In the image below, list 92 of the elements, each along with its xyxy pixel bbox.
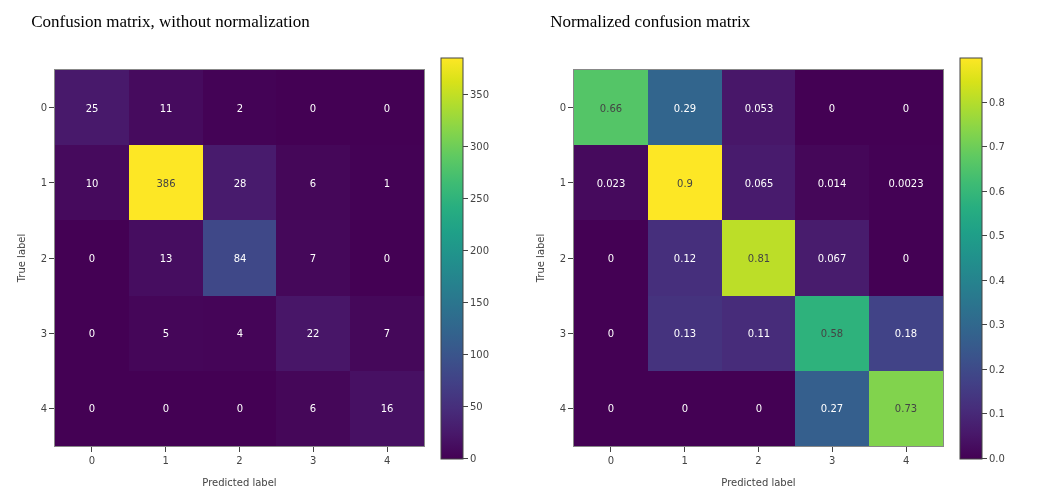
y-tick-label: 4: [559, 402, 566, 414]
data-label: 0: [755, 402, 763, 414]
y-tick-label: 0: [559, 102, 566, 114]
color-bar-label: 0.2: [989, 363, 1005, 375]
color-bar-label: 0.0: [989, 453, 1005, 464]
data-label: 0: [309, 102, 317, 114]
data-label: 0.0023: [888, 177, 924, 189]
data-label: 0: [162, 402, 170, 414]
y-tick-label: 3: [40, 327, 47, 339]
data-label: 0: [607, 402, 615, 414]
data-label: 0.9: [677, 177, 693, 189]
data-label: 0.73: [894, 402, 918, 414]
y-tick-label: 2: [559, 252, 566, 264]
data-label: 1: [383, 177, 391, 189]
x-tick-label: 0: [607, 455, 615, 466]
data-label: 0: [88, 252, 96, 264]
data-label: 0: [902, 102, 910, 114]
color-bar-label: 0.5: [989, 230, 1005, 242]
data-label: 22: [306, 327, 320, 339]
color-bar-label: 50: [470, 401, 483, 413]
data-label: 5: [162, 327, 170, 339]
data-label: 0: [828, 102, 836, 114]
data-label: 0: [88, 327, 96, 339]
x-tick-label: 2: [755, 455, 762, 466]
data-label: 4: [236, 327, 244, 339]
x-axis-title: Predicted label: [721, 477, 796, 488]
data-label: 0.27: [820, 402, 844, 414]
color-bar-label: 0.6: [989, 185, 1005, 197]
color-bar-label: 0.4: [989, 274, 1005, 286]
color-bar-label: 0.1: [989, 408, 1005, 420]
color-bar-label: 350: [470, 89, 490, 101]
data-label: 2: [236, 102, 244, 114]
data-label: 10: [85, 177, 99, 189]
y-tick-label: 0: [40, 102, 47, 114]
color-bar-label: 300: [470, 141, 490, 153]
data-label: 11: [159, 102, 173, 114]
data-label: 84: [233, 252, 247, 264]
x-tick-label: 1: [162, 455, 169, 466]
color-bar-label: 0.8: [989, 96, 1005, 108]
x-axis-title: Predicted label: [202, 477, 277, 488]
y-tick-label: 1: [559, 177, 566, 189]
color-bar-label: 0.7: [989, 141, 1005, 153]
y-tick-label: 4: [40, 402, 47, 414]
data-label: 0: [902, 252, 910, 264]
x-tick-label: 0: [88, 455, 96, 466]
data-label: 7: [383, 327, 391, 339]
x-tick-label: 3: [310, 455, 317, 466]
data-label: 16: [380, 402, 394, 414]
x-tick-label: 3: [829, 455, 836, 466]
data-label: 0.81: [747, 252, 771, 264]
data-label: 0.13: [673, 327, 697, 339]
y-axis-title: True label: [535, 233, 546, 284]
data-label: 0: [681, 402, 689, 414]
data-label: 0.053: [744, 102, 774, 114]
data-label: 7: [309, 252, 317, 264]
data-label: 6: [309, 402, 317, 414]
y-axis-title: True label: [16, 233, 27, 284]
data-label: 0.014: [817, 177, 847, 189]
chart-title: Confusion matrix, without normalization: [31, 11, 311, 31]
data-label: 0.11: [747, 327, 771, 339]
data-label: 0: [383, 252, 391, 264]
color-bar-label: 0.3: [989, 319, 1005, 331]
x-tick-label: 4: [383, 455, 391, 466]
data-label: 0: [607, 327, 615, 339]
x-tick-label: 4: [902, 455, 910, 466]
y-tick-label: 1: [40, 177, 47, 189]
data-label: 6: [309, 177, 317, 189]
data-label: 0.29: [673, 102, 697, 114]
x-tick-label: 1: [681, 455, 688, 466]
color-bar-label: 250: [470, 193, 490, 205]
data-label: 0.18: [894, 327, 918, 339]
data-label: 0: [607, 252, 615, 264]
data-label: 13: [159, 252, 173, 264]
data-label: 28: [233, 177, 247, 189]
color-bar-label: 100: [470, 349, 490, 361]
data-label: 25: [85, 102, 99, 114]
data-label: 0.023: [596, 177, 626, 189]
y-tick-label: 3: [559, 327, 566, 339]
x-tick-label: 2: [236, 455, 243, 466]
chart-title: Normalized confusion matrix: [550, 11, 751, 31]
data-label: 0.58: [820, 327, 844, 339]
data-label: 0.66: [599, 102, 623, 114]
data-label: 386: [156, 177, 176, 189]
data-label: 0.067: [817, 252, 847, 264]
data-label: 0: [236, 402, 244, 414]
data-label: 0: [383, 102, 391, 114]
color-bar-label: 200: [470, 245, 490, 257]
data-label: 0: [88, 402, 96, 414]
data-label: 0.12: [673, 252, 697, 264]
color-bar-label: 150: [470, 297, 490, 309]
data-label: 0.065: [744, 177, 774, 189]
y-tick-label: 2: [40, 252, 47, 264]
